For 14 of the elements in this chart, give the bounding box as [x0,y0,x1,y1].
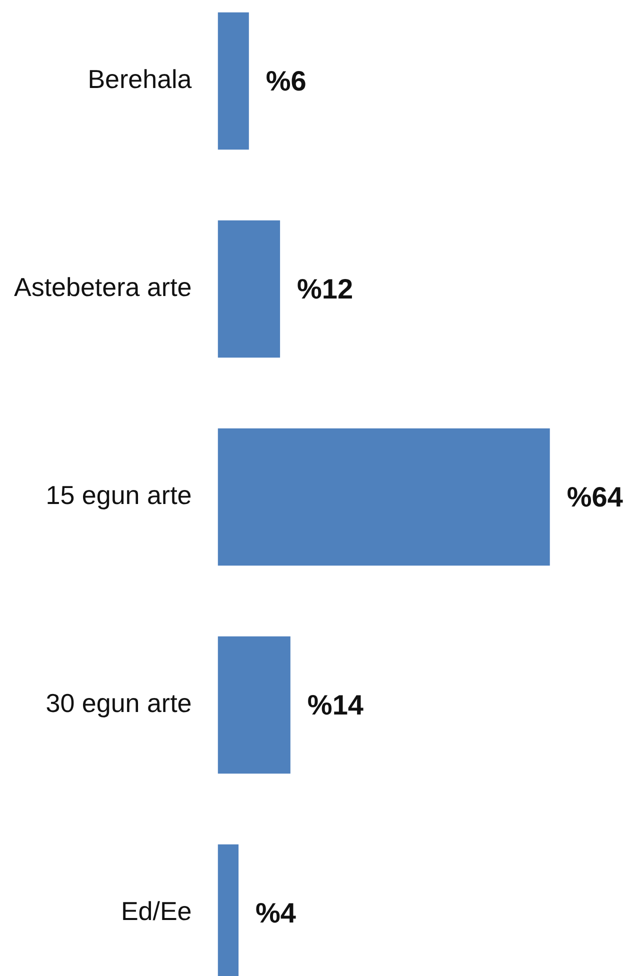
y-tick-label: Ed/Ee [120,896,192,926]
data-label: %6 [266,66,306,97]
y-tick-label: 15 egun arte [46,480,192,510]
bar [218,220,280,358]
y-tick-label: Astebetera arte [14,272,192,302]
data-label: %12 [297,274,354,305]
y-tick-label: 30 egun arte [46,688,192,718]
data-label: %14 [307,690,364,721]
bar [218,428,550,566]
data-label: %64 [566,482,624,513]
bar [218,636,290,774]
bar [218,12,249,150]
y-tick-label: Berehala [88,64,192,94]
data-label: %4 [256,898,296,929]
